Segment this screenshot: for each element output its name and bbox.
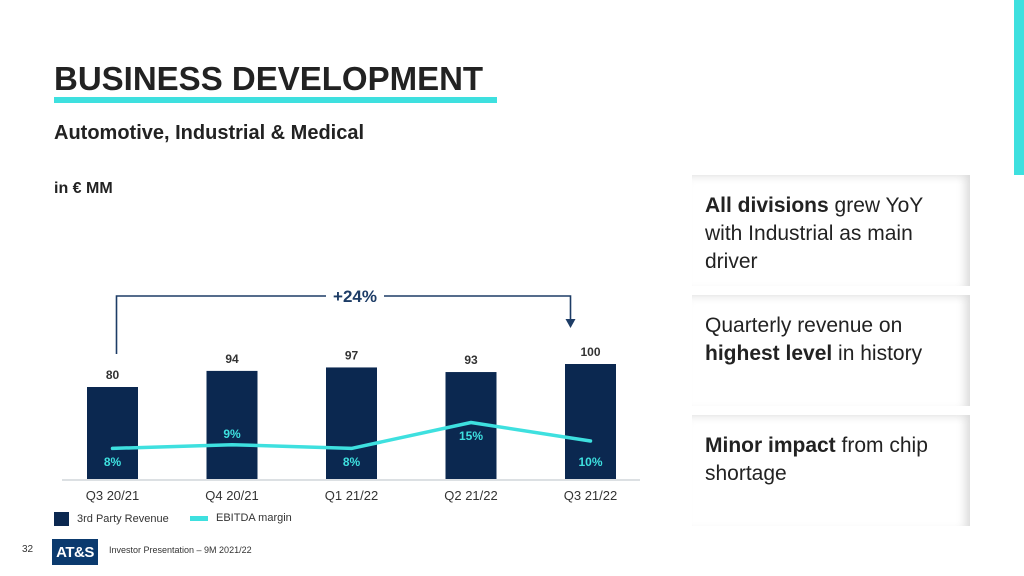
- footer-text: Investor Presentation – 9M 2021/22: [109, 545, 252, 555]
- company-logo: AT&S: [52, 539, 98, 565]
- ebitda-value-label: 8%: [104, 455, 122, 469]
- bar-value-label: 93: [464, 353, 478, 367]
- annotation-bracket-right: [384, 295, 572, 320]
- x-tick-label: Q3 21/22: [564, 488, 618, 503]
- page-number: 32: [22, 544, 34, 555]
- card-bold-text: highest level: [705, 342, 833, 365]
- revenue-chart: +24% 80 Q3 20/21 94 Q4 20/21 97 Q1 21/22 93 Q2 …: [62, 287, 640, 503]
- card-bold-text: All divisions: [705, 194, 829, 217]
- legend-label: 3rd Party Revenue: [77, 513, 169, 525]
- legend-swatch-bar: [54, 512, 69, 526]
- card-text: grew YoY with Industrial as main driver: [705, 194, 923, 273]
- bar-value-label: 94: [225, 352, 239, 366]
- bar: [565, 364, 616, 479]
- arrow-down-icon: [565, 319, 576, 328]
- card-text: from chip shortage: [705, 434, 928, 485]
- legend-item-revenue: 3rd Party Revenue: [54, 512, 169, 526]
- legend-swatch-line: [190, 515, 208, 521]
- card-text: Quarterly revenue on: [705, 314, 903, 337]
- bar-value-label: 100: [580, 345, 600, 359]
- legend-item-ebitda: EBITDA margin: [190, 512, 292, 524]
- annotation-bracket-left: [115, 295, 326, 354]
- bar: [206, 370, 258, 479]
- legend-label: EBITDA margin: [216, 512, 292, 524]
- insight-card-2: Quarterly revenue on highest level in hi…: [692, 295, 970, 406]
- slide-subtitle: Automotive, Industrial & Medical: [54, 122, 365, 144]
- ebitda-value-label: 15%: [459, 429, 483, 443]
- ebitda-line: [110, 420, 593, 451]
- insight-card-3: Minor impact from chip shortage: [692, 415, 970, 526]
- x-tick-label: Q3 20/21: [86, 488, 140, 503]
- title-underline: [54, 97, 497, 103]
- bar: [326, 367, 377, 479]
- unit-label: in € MM: [54, 180, 113, 197]
- growth-annotation: +24%: [333, 287, 377, 306]
- card-bold-text: Minor impact: [705, 434, 836, 457]
- accent-bar: [1014, 0, 1024, 175]
- ebitda-value-label: 10%: [578, 455, 602, 469]
- card-text: in history: [832, 342, 923, 365]
- x-tick-label: Q2 21/22: [444, 488, 498, 503]
- bar-value-label: 80: [106, 368, 120, 382]
- ebitda-value-label: 9%: [223, 427, 241, 441]
- bar: [87, 387, 138, 479]
- x-tick-label: Q4 20/21: [205, 488, 259, 503]
- insight-card-1: All divisions grew YoY with Industrial a…: [692, 175, 970, 286]
- bar-value-label: 97: [345, 348, 359, 362]
- ebitda-value-label: 8%: [343, 455, 361, 469]
- slide-title: BUSINESS DEVELOPMENT: [54, 60, 484, 97]
- x-tick-label: Q1 21/22: [325, 488, 379, 503]
